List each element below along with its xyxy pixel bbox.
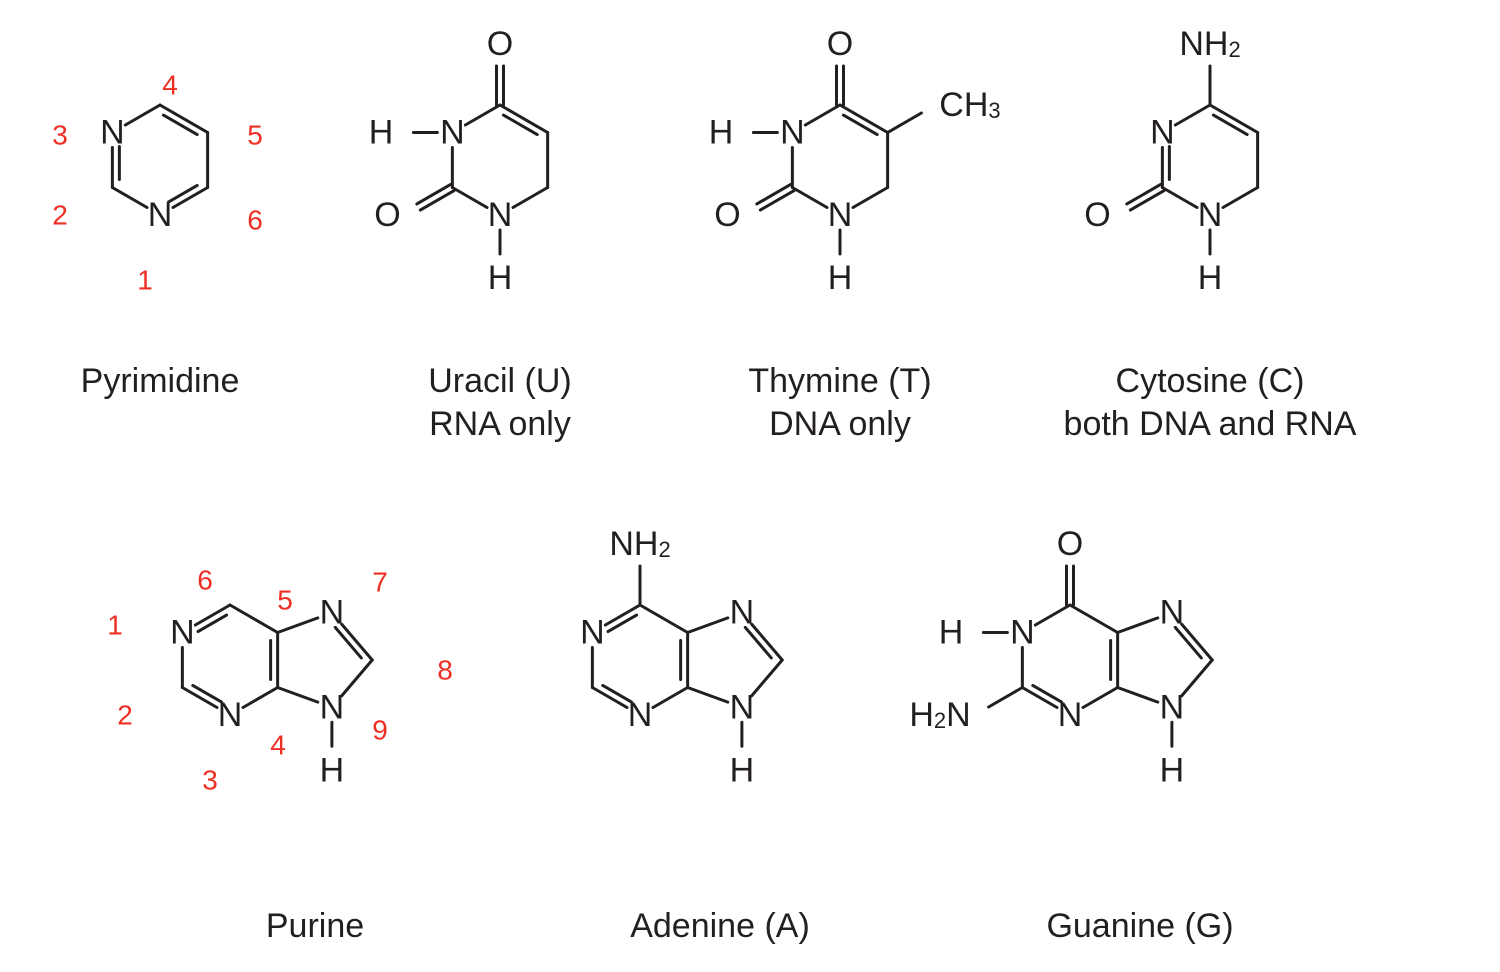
svg-text:H: H: [369, 114, 394, 152]
svg-text:1: 1: [137, 265, 153, 296]
cap-adenine-line1: Adenine (A): [590, 905, 850, 948]
cap-purine-line1: Purine: [185, 905, 445, 948]
molecule-uracil: N N O O H H: [369, 25, 548, 297]
svg-text:N: N: [320, 688, 345, 726]
molecule-adenine: N N N N NH2 H: [580, 525, 782, 789]
cap-adenine: Adenine (A): [590, 905, 850, 948]
svg-text:H: H: [488, 259, 513, 297]
svg-text:7: 7: [372, 567, 388, 598]
molecule-guanine: N N N N O H H2N H: [909, 525, 1212, 789]
svg-text:N: N: [580, 614, 605, 652]
cap-guanine: Guanine (G): [1010, 905, 1270, 948]
svg-text:NH2: NH2: [1179, 25, 1240, 63]
svg-text:H: H: [1160, 751, 1185, 789]
cap-pyrimidine-line1: Pyrimidine: [30, 360, 290, 403]
svg-text:6: 6: [247, 205, 263, 236]
svg-text:9: 9: [372, 715, 388, 746]
svg-text:O: O: [1057, 525, 1083, 563]
svg-text:N: N: [1160, 688, 1185, 726]
svg-text:O: O: [487, 25, 513, 63]
cap-guanine-line1: Guanine (G): [1010, 905, 1270, 948]
svg-text:N: N: [1058, 696, 1083, 734]
molecule-canvas: NN456123NNOOHHNNOOHHCH3NNNH2OHNNNNH65789…: [0, 0, 1500, 972]
cap-thymine-line1: Thymine (T): [710, 360, 970, 403]
cap-purine: Purine: [185, 905, 445, 948]
svg-text:O: O: [374, 196, 400, 234]
cap-thymine-line2: DNA only: [710, 403, 970, 446]
svg-text:H: H: [828, 259, 853, 297]
svg-text:H: H: [1198, 259, 1223, 297]
svg-text:H: H: [939, 614, 964, 652]
svg-text:N: N: [1160, 594, 1185, 632]
svg-text:N: N: [1198, 196, 1223, 234]
svg-text:N: N: [170, 614, 195, 652]
svg-text:3: 3: [202, 765, 218, 796]
cap-cytosine-line1: Cytosine (C): [1040, 360, 1380, 403]
svg-text:N: N: [780, 114, 805, 152]
molecule-cytosine: N N NH2 O H: [1084, 25, 1257, 297]
svg-text:N: N: [100, 114, 125, 152]
svg-text:N: N: [730, 688, 755, 726]
svg-text:N: N: [320, 594, 345, 632]
cap-cytosine-line2: both DNA and RNA: [1040, 403, 1380, 446]
svg-text:N: N: [730, 594, 755, 632]
cap-uracil-line2: RNA only: [370, 403, 630, 446]
svg-text:H: H: [730, 751, 755, 789]
svg-text:2: 2: [52, 200, 68, 231]
cap-uracil-line1: Uracil (U): [370, 360, 630, 403]
cap-uracil: Uracil (U)RNA only: [370, 360, 630, 445]
svg-text:N: N: [148, 196, 173, 234]
molecule-purine: NNNNH657894321: [107, 565, 453, 796]
svg-text:O: O: [827, 25, 853, 63]
molecule-thymine: N N O O H H CH3: [709, 25, 1001, 297]
svg-text:N: N: [488, 196, 513, 234]
svg-text:3: 3: [52, 120, 68, 151]
svg-text:O: O: [1084, 196, 1110, 234]
svg-text:6: 6: [197, 565, 213, 596]
svg-text:N: N: [1150, 114, 1175, 152]
svg-text:O: O: [714, 196, 740, 234]
svg-text:N: N: [440, 114, 465, 152]
svg-text:N: N: [218, 696, 243, 734]
svg-text:NH2: NH2: [609, 525, 670, 563]
svg-text:CH3: CH3: [939, 86, 1000, 124]
svg-text:1: 1: [107, 610, 123, 641]
cap-pyrimidine: Pyrimidine: [30, 360, 290, 403]
svg-text:N: N: [628, 696, 653, 734]
svg-text:N: N: [1010, 614, 1035, 652]
svg-text:H: H: [320, 751, 345, 789]
cap-cytosine: Cytosine (C)both DNA and RNA: [1040, 360, 1380, 445]
cap-thymine: Thymine (T)DNA only: [710, 360, 970, 445]
svg-text:N: N: [828, 196, 853, 234]
svg-text:2: 2: [117, 700, 133, 731]
svg-text:5: 5: [277, 585, 293, 616]
svg-text:8: 8: [437, 655, 453, 686]
svg-text:H: H: [709, 114, 734, 152]
svg-text:H2N: H2N: [909, 696, 970, 734]
molecule-pyrimidine: N N 4 5 6 1 2 3: [52, 70, 263, 296]
svg-text:5: 5: [247, 120, 263, 151]
svg-text:4: 4: [270, 730, 286, 761]
svg-text:4: 4: [162, 70, 178, 101]
